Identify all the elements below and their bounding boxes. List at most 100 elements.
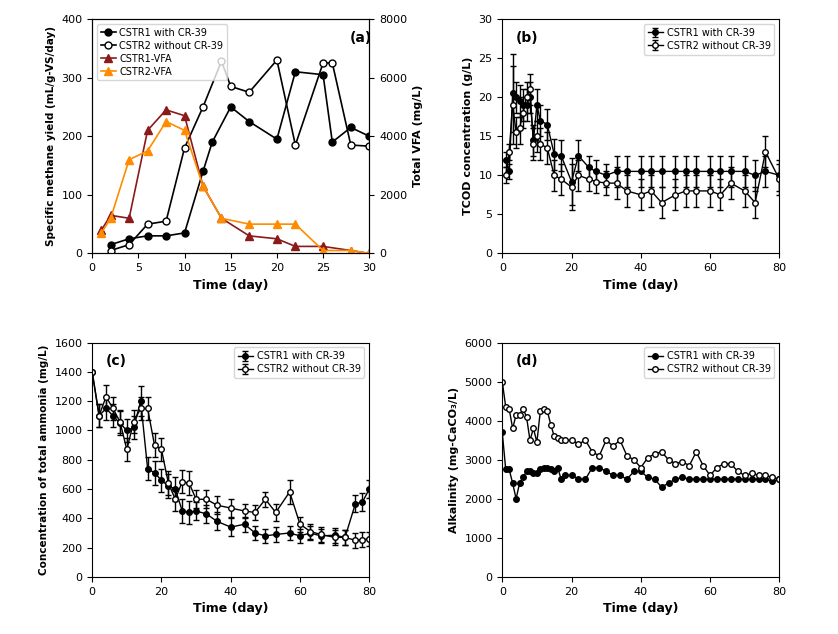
CSTR2 without CR-39	[760, 472, 770, 479]
CSTR2 without CR-39	[636, 463, 646, 471]
CSTR1-VFA	[161, 106, 171, 113]
CSTR1 with CR-39	[560, 472, 570, 479]
CSTR2 without CR-39	[698, 462, 708, 469]
CSTR2-VFA	[106, 214, 116, 222]
CSTR2 without CR-39	[529, 425, 539, 432]
CSTR1 with CR-39	[198, 167, 208, 175]
CSTR2 without CR-39	[290, 141, 300, 149]
CSTR2 without CR-39	[272, 56, 282, 64]
CSTR1 with CR-39	[328, 138, 338, 146]
CSTR2 without CR-39	[587, 448, 597, 456]
CSTR1-VFA	[124, 214, 134, 222]
CSTR1 with CR-39	[601, 468, 611, 476]
CSTR1-VFA	[96, 226, 106, 234]
CSTR1 with CR-39	[365, 133, 375, 140]
Y-axis label: Alkalinity (mg-CaCO₃/L): Alkalinity (mg-CaCO₃/L)	[449, 387, 459, 533]
CSTR2 without CR-39	[719, 460, 729, 467]
Text: (b): (b)	[516, 30, 539, 45]
CSTR1 with CR-39	[643, 474, 653, 481]
CSTR2 without CR-39	[328, 59, 338, 67]
CSTR2-VFA	[272, 221, 282, 228]
Text: (d): (d)	[516, 354, 539, 368]
CSTR2-VFA	[244, 221, 254, 228]
CSTR1 with CR-39	[768, 477, 778, 485]
CSTR2 without CR-39	[552, 434, 562, 442]
CSTR2-VFA	[96, 229, 106, 236]
CSTR2 without CR-39	[677, 458, 687, 465]
CSTR1 with CR-39	[664, 479, 674, 487]
CSTR2-VFA	[124, 156, 134, 164]
CSTR2 without CR-39	[608, 443, 618, 450]
CSTR2 without CR-39	[740, 472, 750, 479]
CSTR1 with CR-39	[535, 466, 546, 474]
CSTR2-VFA	[318, 247, 328, 254]
Line: CSTR1-VFA: CSTR1-VFA	[97, 106, 374, 257]
CSTR1 with CR-39	[552, 463, 562, 471]
CSTR2 without CR-39	[628, 456, 639, 463]
Y-axis label: Specific methane yield (mL/g-VS/day): Specific methane yield (mL/g-VS/day)	[46, 26, 56, 246]
CSTR1 with CR-39	[225, 103, 235, 111]
CSTR1 with CR-39	[318, 71, 328, 79]
CSTR1 with CR-39	[272, 135, 282, 143]
CSTR1 with CR-39	[244, 118, 254, 126]
CSTR2 without CR-39	[747, 470, 757, 477]
CSTR1 with CR-39	[539, 463, 549, 471]
CSTR2 without CR-39	[525, 436, 535, 444]
CSTR2 without CR-39	[556, 436, 566, 444]
CSTR1 with CR-39	[549, 468, 559, 476]
CSTR1-VFA	[198, 182, 208, 190]
CSTR2 without CR-39	[511, 411, 521, 418]
CSTR1 with CR-39	[677, 474, 687, 481]
CSTR1 with CR-39	[608, 472, 618, 479]
CSTR1 with CR-39	[587, 463, 597, 471]
CSTR1 with CR-39	[622, 476, 632, 483]
CSTR2 without CR-39	[670, 460, 680, 467]
Line: CSTR2-VFA: CSTR2-VFA	[97, 117, 374, 257]
CSTR1 with CR-39	[500, 466, 510, 474]
CSTR2 without CR-39	[560, 436, 570, 444]
CSTR2-VFA	[198, 182, 208, 190]
CSTR1 with CR-39	[521, 468, 531, 476]
Text: (c): (c)	[106, 354, 127, 368]
CSTR1 with CR-39	[556, 476, 566, 483]
CSTR1-VFA	[290, 243, 300, 250]
CSTR1 with CR-39	[628, 468, 639, 476]
CSTR2 without CR-39	[504, 405, 515, 413]
CSTR2 without CR-39	[535, 407, 546, 415]
Y-axis label: Total VFA (mg/L): Total VFA (mg/L)	[412, 85, 422, 188]
CSTR1 with CR-39	[515, 479, 525, 487]
CSTR1 with CR-39	[532, 470, 542, 477]
CSTR2 without CR-39	[601, 436, 611, 444]
CSTR2 without CR-39	[685, 462, 695, 469]
CSTR1-VFA	[365, 250, 375, 257]
Legend: CSTR1 with CR-39, CSTR2 without CR-39: CSTR1 with CR-39, CSTR2 without CR-39	[234, 347, 365, 378]
CSTR1 with CR-39	[649, 476, 660, 483]
CSTR1 with CR-39	[573, 476, 583, 483]
CSTR2-VFA	[142, 147, 153, 155]
CSTR1 with CR-39	[525, 468, 535, 476]
CSTR2 without CR-39	[774, 476, 784, 483]
CSTR1 with CR-39	[698, 476, 708, 483]
CSTR1 with CR-39	[142, 232, 153, 240]
CSTR1 with CR-39	[760, 476, 770, 483]
CSTR1 with CR-39	[161, 232, 171, 240]
CSTR1 with CR-39	[529, 470, 539, 477]
CSTR2 without CR-39	[142, 221, 153, 228]
CSTR2-VFA	[179, 127, 189, 134]
CSTR2-VFA	[161, 118, 171, 126]
CSTR2 without CR-39	[124, 241, 134, 249]
CSTR1 with CR-39	[726, 476, 736, 483]
CSTR2 without CR-39	[515, 411, 525, 418]
CSTR2 without CR-39	[726, 460, 736, 467]
CSTR1 with CR-39	[712, 476, 722, 483]
CSTR1 with CR-39	[106, 241, 116, 249]
CSTR1 with CR-39	[670, 476, 680, 483]
CSTR1 with CR-39	[346, 124, 356, 131]
CSTR2 without CR-39	[542, 407, 552, 415]
CSTR1-VFA	[142, 127, 153, 134]
CSTR1 with CR-39	[747, 476, 757, 483]
CSTR1-VFA	[318, 243, 328, 250]
CSTR2 without CR-39	[346, 141, 356, 149]
CSTR1 with CR-39	[518, 474, 528, 481]
X-axis label: Time (day): Time (day)	[193, 602, 268, 615]
